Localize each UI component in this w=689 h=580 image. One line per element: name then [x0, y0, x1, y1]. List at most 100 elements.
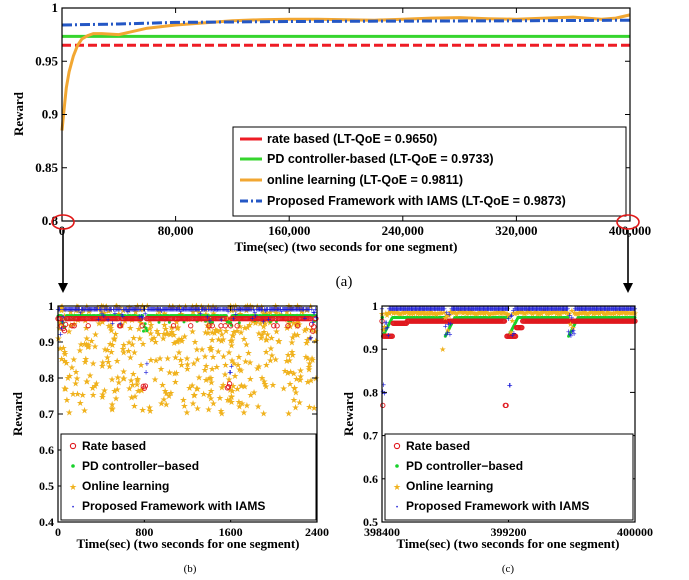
proposed-iams-point: + [513, 304, 518, 314]
panel-c-scatter-chart: ★★★★★★★★★★★★★★★★★★★★★★★★★★★★★★★★★★★★★★★★… [341, 299, 653, 575]
proposed-iams-point: + [176, 305, 181, 315]
online-learning-point: ★ [205, 405, 213, 415]
online-learning-point: ★ [164, 354, 172, 364]
proposed-iams-point: + [613, 304, 618, 314]
rate-based-point [188, 323, 194, 329]
online-learning-point: ★ [305, 402, 313, 412]
online-learning-point: ★ [481, 309, 488, 318]
proposed-iams-point: + [605, 304, 610, 314]
arrow-to-panel-c-head [623, 283, 633, 293]
online-learning-point: ★ [614, 308, 621, 317]
rate-based-point [512, 333, 519, 339]
online-learning-point: ★ [120, 367, 128, 377]
proposed-iams-point: + [270, 305, 275, 315]
proposed-iams-point: + [232, 305, 237, 315]
proposed-iams-point: + [615, 304, 620, 314]
proposed-iams-point: + [392, 304, 397, 314]
online-learning-point: ★ [125, 303, 133, 313]
proposed-iams-point: + [60, 317, 65, 327]
proposed-iams-point: + [528, 304, 533, 314]
proposed-iams-point: + [99, 309, 104, 319]
panel-a-legend: rate based (LT-QoE = 0.9650) PD controll… [232, 126, 627, 217]
proposed-iams-point: + [522, 304, 527, 314]
online-learning-point: ★ [411, 308, 418, 317]
online-learning-point: ★ [114, 373, 122, 383]
online-learning-point: ★ [210, 328, 218, 338]
online-learning-point: ★ [218, 330, 226, 340]
proposed-iams-point: + [102, 305, 107, 315]
proposed-iams-point: + [245, 305, 250, 315]
online-learning-point: ★ [537, 308, 544, 317]
proposed-iams-point: + [162, 305, 167, 315]
proposed-iams-point: + [402, 304, 407, 314]
proposed-iams-point: + [116, 305, 121, 315]
online-learning-point: ★ [146, 324, 154, 334]
online-learning-point: ★ [80, 406, 88, 416]
online-learning-point: ★ [464, 308, 471, 317]
proposed-iams-point: + [591, 304, 596, 314]
rate-based-point [226, 381, 233, 387]
online-learning-point: ★ [510, 309, 517, 318]
panel-a-ytick-label: 1 [52, 0, 59, 15]
proposed-iams-point: + [579, 304, 584, 314]
proposed-iams-point: + [432, 304, 437, 314]
proposed-iams-point: + [440, 304, 445, 314]
online-learning-point: ★ [146, 406, 154, 416]
online-learning-point: ★ [126, 314, 134, 324]
proposed-iams-point: + [112, 305, 117, 315]
online-learning-point: ★ [157, 398, 165, 408]
online-learning-point: ★ [283, 314, 291, 324]
online-learning-point: ★ [521, 310, 528, 319]
online-learning-point: ★ [275, 336, 283, 346]
proposed-iams-point: + [198, 309, 203, 319]
online-learning-point: ★ [538, 309, 545, 318]
proposed-iams-point: + [191, 305, 196, 315]
online-learning-point: ★ [550, 308, 557, 317]
proposed-iams-point: + [406, 304, 411, 314]
rate-based-point [138, 315, 144, 322]
proposed-iams-point: + [577, 304, 582, 314]
online-learning-point: ★ [167, 388, 175, 398]
online-learning-point: ★ [227, 392, 235, 402]
online-learning-point: ★ [501, 309, 508, 318]
online-learning-point: ★ [237, 327, 245, 337]
online-learning-point: ★ [250, 388, 258, 398]
online-learning-point: ★ [304, 377, 312, 387]
proposed-iams-point: + [610, 304, 615, 314]
proposed-iams-point: + [278, 305, 283, 315]
proposed-iams-point: + [482, 304, 487, 314]
online-learning-point: ★ [155, 307, 163, 317]
online-learning-point: ★ [500, 309, 507, 318]
online-learning-point: ★ [432, 309, 439, 318]
proposed-iams-point: + [481, 304, 486, 314]
proposed-iams-point: + [247, 305, 252, 315]
proposed-iams-point: + [402, 304, 407, 314]
online-learning-point: ★ [119, 374, 127, 384]
online-learning-point: ★ [257, 333, 265, 343]
online-learning-point: ★ [147, 355, 155, 365]
online-learning-point: ★ [116, 303, 124, 313]
online-learning-point: ★ [198, 345, 206, 355]
proposed-iams-point: + [523, 304, 528, 314]
proposed-iams-point: + [538, 304, 543, 314]
rate-based-point [205, 315, 211, 322]
online-learning-point: ★ [177, 360, 185, 370]
proposed-iams-point: + [70, 305, 75, 315]
online-learning-point: ★ [69, 389, 77, 399]
proposed-iams-point: + [72, 305, 77, 315]
proposed-iams-point: + [551, 304, 556, 314]
online-learning-point: ★ [515, 308, 522, 317]
online-learning-point: ★ [115, 377, 123, 387]
online-learning-point: ★ [93, 303, 101, 313]
proposed-iams-point: + [527, 304, 532, 314]
proposed-iams-point: + [592, 304, 597, 314]
proposed-iams-point: + [483, 304, 488, 314]
proposed-iams-point: + [300, 305, 305, 315]
online-learning-point: ★ [236, 365, 244, 375]
proposed-iams-point: + [607, 304, 612, 314]
proposed-iams-point: + [68, 305, 73, 315]
online-learning-point: ★ [125, 338, 133, 348]
online-learning-point: ★ [74, 305, 82, 315]
online-learning-point: ★ [85, 342, 93, 352]
proposed-iams-point: + [245, 305, 250, 315]
